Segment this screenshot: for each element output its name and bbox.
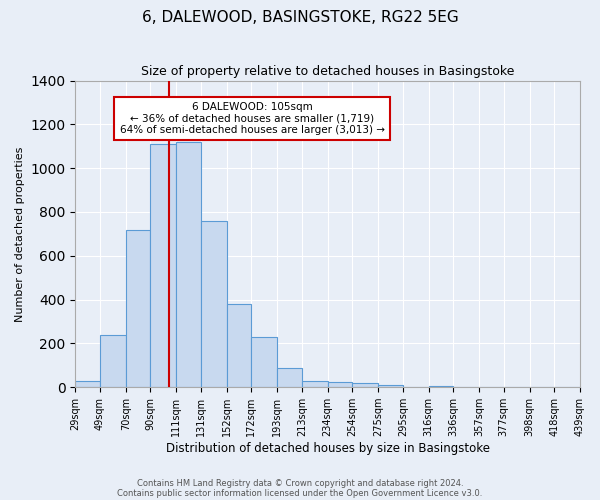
Bar [201, 220, 227, 387]
Title: Size of property relative to detached houses in Basingstoke: Size of property relative to detached ho… [141, 65, 514, 78]
Bar [176, 142, 201, 387]
Y-axis label: Number of detached properties: Number of detached properties [15, 146, 25, 322]
Bar [151, 144, 176, 387]
Text: 6 DALEWOOD: 105sqm
← 36% of detached houses are smaller (1,719)
64% of semi-deta: 6 DALEWOOD: 105sqm ← 36% of detached hou… [119, 102, 385, 135]
Bar [328, 382, 352, 387]
Bar [352, 383, 378, 387]
Bar [100, 334, 126, 387]
Bar [428, 386, 453, 387]
Bar [378, 385, 403, 387]
Bar [227, 304, 251, 387]
X-axis label: Distribution of detached houses by size in Basingstoke: Distribution of detached houses by size … [166, 442, 490, 455]
Bar [302, 380, 328, 387]
Bar [251, 338, 277, 387]
Text: 6, DALEWOOD, BASINGSTOKE, RG22 5EG: 6, DALEWOOD, BASINGSTOKE, RG22 5EG [142, 10, 458, 25]
Bar [76, 380, 100, 387]
Text: Contains HM Land Registry data © Crown copyright and database right 2024.
Contai: Contains HM Land Registry data © Crown c… [118, 479, 482, 498]
Bar [126, 230, 151, 387]
Bar [277, 368, 302, 387]
